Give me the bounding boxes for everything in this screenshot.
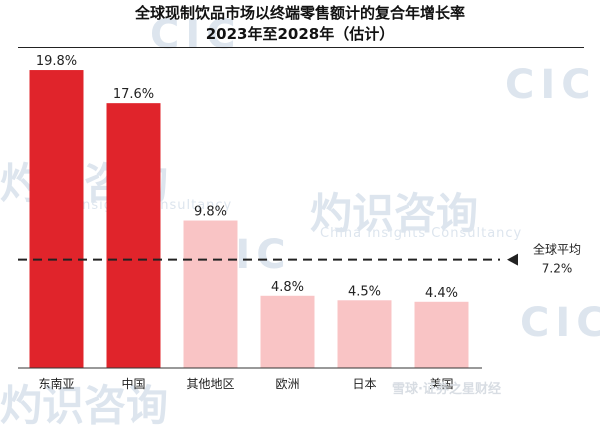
bar-value-label: 4.4% <box>425 286 458 301</box>
bar <box>414 301 469 368</box>
bar <box>183 220 238 368</box>
bar-value-label: 17.6% <box>113 87 154 102</box>
title-divider <box>18 47 584 48</box>
bar <box>260 295 315 368</box>
category-label: 美国 <box>429 377 453 391</box>
bar <box>29 70 84 369</box>
average-pointer-icon <box>507 253 518 266</box>
bar <box>337 300 392 368</box>
average-label: 全球平均 <box>533 242 581 257</box>
category-label: 其他地区 <box>186 377 234 391</box>
bar-value-label: 4.8% <box>271 280 304 295</box>
source-credit: 雪球·证券之星财经 <box>392 382 501 397</box>
bar-value-label: 19.8% <box>36 54 77 69</box>
bar <box>106 103 161 369</box>
average-value-label: 7.2% <box>542 262 573 276</box>
bar-value-label: 9.8% <box>194 205 227 220</box>
chart-title: 全球现制饮品市场以终端零售额计的复合年增长率 <box>134 4 465 22</box>
category-label: 欧洲 <box>275 377 299 391</box>
category-label: 东南亚 <box>38 376 74 391</box>
bar-chart: 19.8% 东南亚 17.6% 中国 9.8% 其他地区 4.8% 欧洲 4.5% 日本 4.4% 美… <box>18 54 581 391</box>
category-label: 日本 <box>352 377 376 391</box>
category-label: 中国 <box>121 376 145 391</box>
chart-subtitle: 2023年至2028年（估计） <box>205 25 395 43</box>
bar-value-label: 4.5% <box>348 284 381 299</box>
